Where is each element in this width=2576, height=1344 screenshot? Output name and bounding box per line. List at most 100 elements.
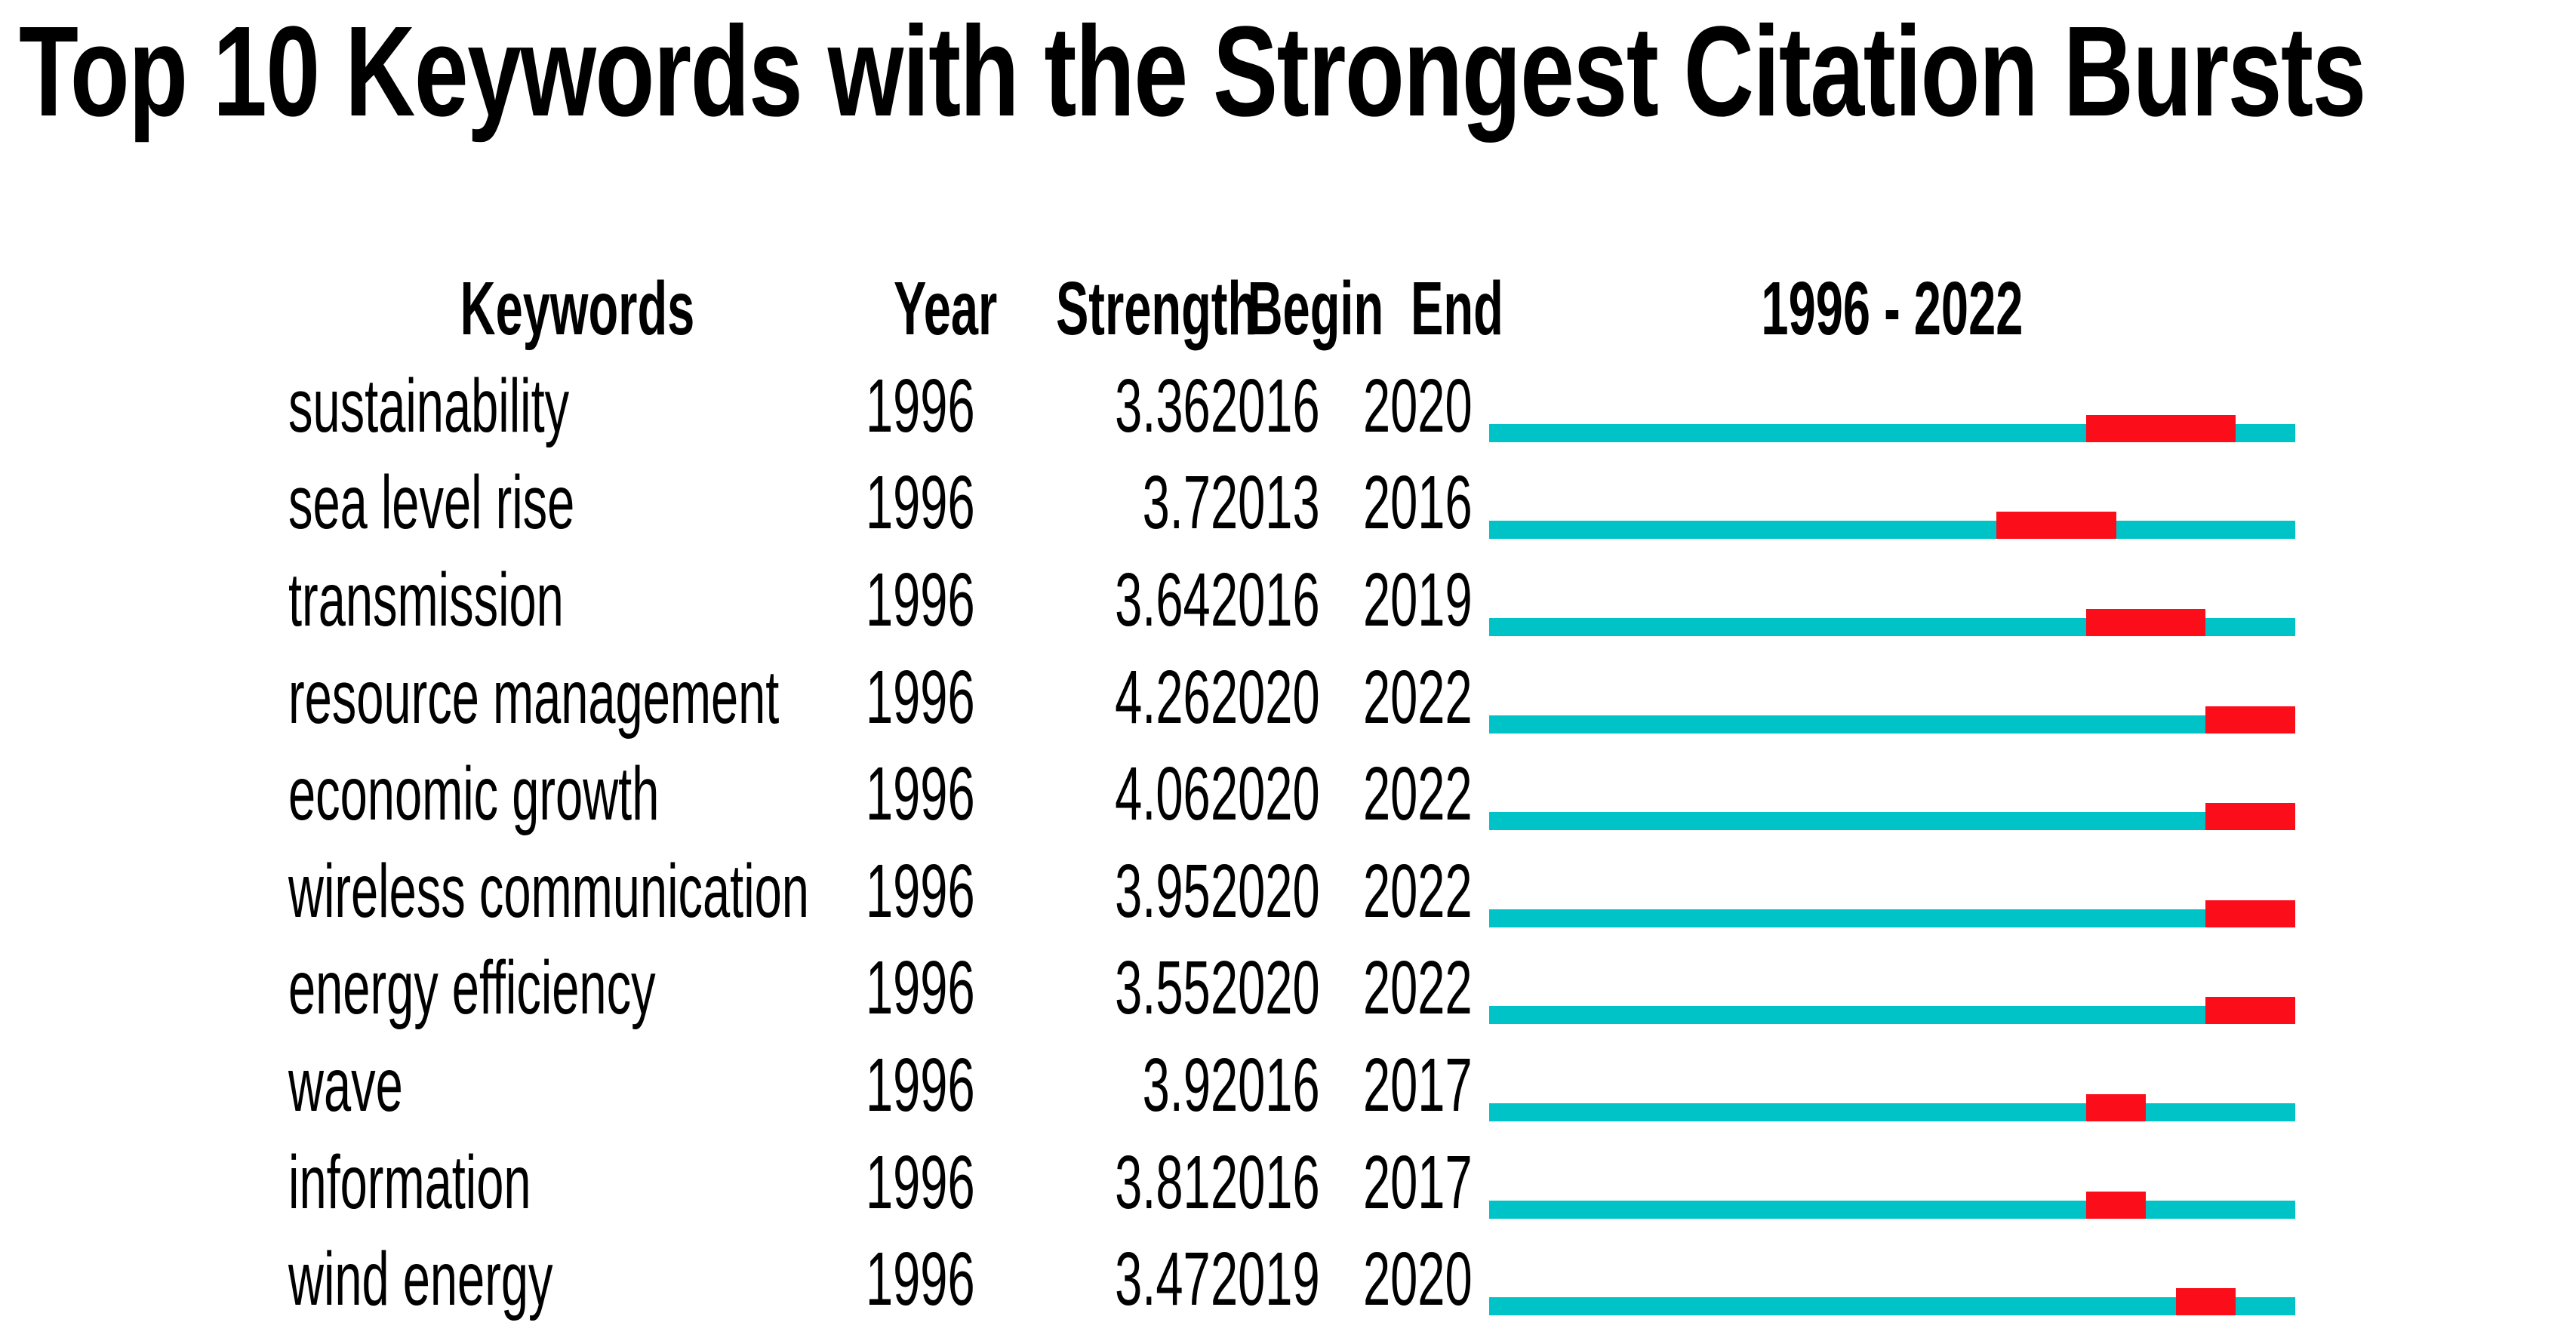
- end-cell: 2022: [1363, 950, 1489, 1026]
- year-value: 1996: [866, 848, 975, 933]
- table-row: wave 1996 3.9 2016 2017: [0, 1037, 2576, 1134]
- begin-cell: 2016: [1211, 368, 1363, 444]
- begin-cell: 2020: [1211, 756, 1363, 832]
- strength-value: 3.64: [1115, 558, 1211, 643]
- timeline-base-bar: [1489, 1297, 2295, 1316]
- table-row: information 1996 3.81 2016 2017: [0, 1133, 2576, 1231]
- end-year-value: 2020: [1363, 1237, 1473, 1322]
- table-header-year: Year: [893, 266, 998, 352]
- end-year-value: 2017: [1363, 1043, 1473, 1128]
- table-row: sea level rise 1996 3.7 2013 2016: [0, 454, 2576, 552]
- table-row: transmission 1996 3.64 2016 2019: [0, 552, 2576, 649]
- year-value: 1996: [866, 558, 975, 643]
- table-row: wind energy 1996 3.47 2019 2020: [0, 1231, 2576, 1328]
- keyword-cell: wind energy: [288, 1241, 866, 1317]
- keyword-cell: wave: [288, 1047, 866, 1123]
- begin-year-value: 2013: [1211, 460, 1320, 546]
- end-cell: 2022: [1363, 660, 1489, 735]
- year-cell: 1996: [866, 1241, 1002, 1317]
- timeline-track: [1489, 414, 2295, 442]
- year-cell: 1996: [866, 950, 1002, 1026]
- table-row: energy efficiency 1996 3.55 2020 2022: [0, 940, 2576, 1037]
- timeline-track: [1489, 1288, 2295, 1316]
- strength-value: 3.95: [1115, 848, 1211, 933]
- keyword-cell: information: [288, 1145, 866, 1220]
- burst-bar: [2086, 1191, 2147, 1219]
- strength-cell: 3.7: [1002, 465, 1211, 540]
- year-cell: 1996: [866, 853, 1002, 929]
- end-year-value: 2016: [1363, 460, 1473, 546]
- begin-year-value: 2020: [1211, 752, 1320, 837]
- strength-cell: 4.26: [1002, 660, 1211, 735]
- burst-bar: [2205, 900, 2295, 927]
- timeline-base-bar: [1489, 812, 2295, 831]
- timeline-base-bar: [1489, 1006, 2295, 1025]
- year-value: 1996: [866, 363, 975, 448]
- strength-value: 3.36: [1115, 363, 1211, 448]
- timeline-base-bar: [1489, 715, 2295, 734]
- keyword-label: wind energy: [288, 1237, 553, 1322]
- table-header-timeline-range: 1996 - 2022: [1761, 266, 2024, 352]
- end-cell: 2019: [1363, 562, 1489, 638]
- timeline-cell: [1489, 843, 2295, 940]
- keyword-label: information: [288, 1139, 531, 1225]
- year-cell: 1996: [866, 1145, 1002, 1220]
- end-year-value: 2022: [1363, 752, 1473, 837]
- table-header-begin: Begin: [1247, 266, 1384, 352]
- table-header-strength: Strength: [1055, 266, 1258, 352]
- end-year-value: 2022: [1363, 848, 1473, 933]
- begin-year-value: 2016: [1211, 1043, 1320, 1128]
- timeline-cell: [1489, 1133, 2295, 1231]
- keyword-label: resource management: [288, 654, 780, 740]
- end-year-value: 2019: [1363, 558, 1473, 643]
- begin-cell: 2020: [1211, 660, 1363, 735]
- begin-year-value: 2020: [1211, 654, 1320, 740]
- strength-cell: 3.81: [1002, 1145, 1211, 1220]
- keyword-label: sea level rise: [288, 460, 575, 546]
- year-cell: 1996: [866, 465, 1002, 540]
- timeline-track: [1489, 1191, 2295, 1219]
- burst-bar: [2205, 997, 2295, 1025]
- strength-value: 4.06: [1115, 752, 1211, 837]
- burst-bar: [2086, 609, 2206, 637]
- timeline-base-bar: [1489, 909, 2295, 927]
- timeline-track: [1489, 900, 2295, 927]
- year-value: 1996: [866, 1237, 975, 1322]
- burst-bar: [2086, 1094, 2147, 1122]
- strength-cell: 3.95: [1002, 853, 1211, 929]
- begin-year-value: 2019: [1211, 1237, 1320, 1322]
- timeline-cell: [1489, 940, 2295, 1037]
- year-value: 1996: [866, 460, 975, 546]
- timeline-cell: [1489, 1037, 2295, 1134]
- keyword-label: economic growth: [288, 752, 660, 837]
- end-cell: 2020: [1363, 368, 1489, 444]
- timeline-track: [1489, 512, 2295, 540]
- end-cell: 2022: [1363, 756, 1489, 832]
- strength-value: 3.7: [1142, 460, 1211, 546]
- table-row: wireless communication 1996 3.95 2020 20…: [0, 843, 2576, 940]
- year-cell: 1996: [866, 756, 1002, 832]
- strength-value: 4.26: [1115, 654, 1211, 740]
- keyword-cell: economic growth: [288, 756, 866, 832]
- timeline-cell: [1489, 358, 2295, 455]
- keyword-cell: transmission: [288, 562, 866, 638]
- year-value: 1996: [866, 654, 975, 740]
- end-cell: 2020: [1363, 1241, 1489, 1317]
- strength-cell: 3.64: [1002, 562, 1211, 638]
- end-year-value: 2022: [1363, 654, 1473, 740]
- begin-year-value: 2016: [1211, 363, 1320, 448]
- begin-year-value: 2016: [1211, 1139, 1320, 1225]
- strength-cell: 3.9: [1002, 1047, 1211, 1123]
- year-cell: 1996: [866, 562, 1002, 638]
- timeline-cell: [1489, 552, 2295, 649]
- begin-year-value: 2020: [1211, 848, 1320, 933]
- keyword-label: sustainability: [288, 363, 570, 448]
- timeline-base-bar: [1489, 1200, 2295, 1219]
- timeline-track: [1489, 706, 2295, 734]
- table-row: economic growth 1996 4.06 2020 2022: [0, 746, 2576, 843]
- keyword-cell: sea level rise: [288, 465, 866, 540]
- begin-cell: 2013: [1211, 465, 1363, 540]
- year-cell: 1996: [866, 368, 1002, 444]
- strength-value: 3.55: [1115, 946, 1211, 1031]
- begin-cell: 2016: [1211, 1047, 1363, 1123]
